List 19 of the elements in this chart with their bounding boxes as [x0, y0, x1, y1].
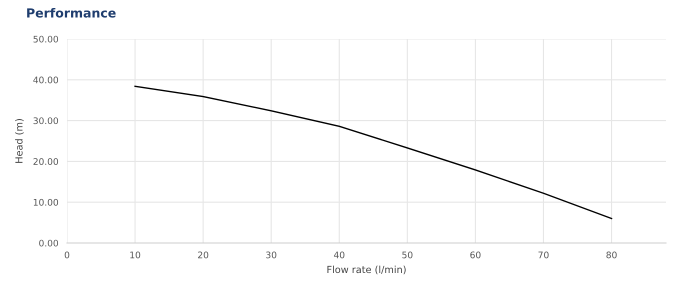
x-axis-title: Flow rate (l/min): [327, 266, 406, 274]
chart-title: Performance: [27, 8, 116, 18]
x-tick-label: 30: [266, 251, 276, 258]
x-tick-label: 0: [64, 251, 70, 258]
line-series: [134, 86, 612, 220]
x-tick-label: 50: [402, 251, 412, 258]
y-tick-label: 40.00: [33, 76, 58, 84]
y-axis-title: Head (m): [15, 119, 24, 163]
x-tick-label: 20: [198, 251, 208, 258]
y-tick-label: 50.00: [34, 36, 58, 43]
y-tick-label: 20.00: [33, 158, 58, 165]
x-tick-label: 80: [606, 251, 617, 258]
y-tick-label: 30.00: [34, 117, 58, 124]
x-tick-label: 10: [130, 251, 140, 258]
x-tick-label: 60: [470, 251, 481, 258]
y-tick-label: 0.00: [39, 240, 58, 247]
y-tick-label: 10.00: [34, 198, 58, 206]
x-tick-label: 70: [538, 251, 549, 258]
x-tick-label: 40: [334, 251, 344, 258]
